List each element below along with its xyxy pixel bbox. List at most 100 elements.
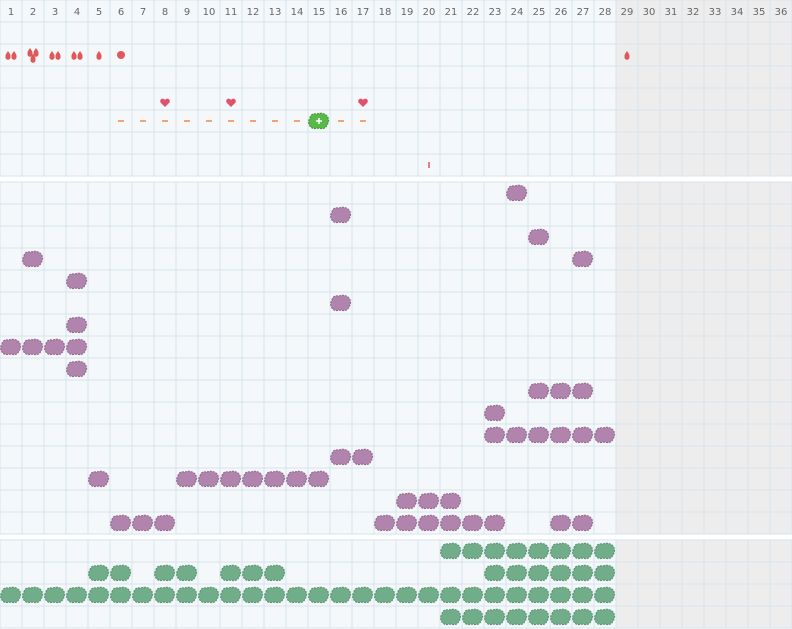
drop <box>71 51 77 60</box>
column-label: 16 <box>335 7 348 18</box>
drop <box>5 51 11 60</box>
column-label: 19 <box>401 7 414 18</box>
purple-cell <box>484 404 506 422</box>
column-label: 35 <box>753 7 766 18</box>
green-cell <box>594 608 616 626</box>
purple-cell <box>396 514 418 532</box>
green-cell <box>484 542 506 560</box>
purple-cell <box>176 470 198 488</box>
purple-cell <box>66 360 88 378</box>
green-cell <box>242 564 264 582</box>
column-label: 5 <box>96 7 102 18</box>
green-cell <box>88 586 110 604</box>
purple-cell <box>550 382 572 400</box>
column-label: 32 <box>687 7 700 18</box>
heart <box>160 98 170 107</box>
purple-cell <box>506 184 528 202</box>
purple-cell <box>528 426 550 444</box>
purple-cell <box>396 492 418 510</box>
column-label: 7 <box>140 7 146 18</box>
column-label: 21 <box>445 7 458 18</box>
purple-cell <box>594 426 616 444</box>
green-cell <box>154 586 176 604</box>
purple-cell <box>242 470 264 488</box>
shaded-column <box>616 0 638 22</box>
green-cell <box>220 586 242 604</box>
column-label: 25 <box>533 7 546 18</box>
green-cell <box>572 608 594 626</box>
green-cell <box>462 608 484 626</box>
purple-cell <box>572 250 594 268</box>
green-cell <box>572 542 594 560</box>
purple-cell <box>330 448 352 466</box>
green-cell <box>550 564 572 582</box>
purple-cell <box>330 206 352 224</box>
column-label: 15 <box>313 7 326 18</box>
shaded-column <box>660 22 682 176</box>
green-cell <box>484 564 506 582</box>
column-label: 28 <box>599 7 612 18</box>
green-cell <box>242 586 264 604</box>
purple-cell <box>528 382 550 400</box>
green-cell <box>506 608 528 626</box>
column-label: 11 <box>225 7 238 18</box>
shaded-column <box>638 0 660 22</box>
purple-cell <box>44 338 66 356</box>
green-cell <box>418 586 440 604</box>
column-label: 9 <box>184 7 190 18</box>
green-cell <box>594 586 616 604</box>
purple-cell <box>66 272 88 290</box>
column-label: 22 <box>467 7 480 18</box>
shaded-column <box>704 22 726 176</box>
green-cell <box>594 542 616 560</box>
drop <box>27 48 33 57</box>
drop <box>30 54 36 63</box>
purple-cell <box>572 382 594 400</box>
column-label: 34 <box>731 7 744 18</box>
purple-cell <box>572 514 594 532</box>
drop <box>33 48 39 57</box>
purple-cell <box>110 514 132 532</box>
purple-cell <box>550 514 572 532</box>
green-cell <box>462 586 484 604</box>
purple-cell <box>308 470 330 488</box>
column-label: 27 <box>577 7 590 18</box>
green-cell <box>506 586 528 604</box>
purple-cell <box>220 470 242 488</box>
green-cell <box>88 564 110 582</box>
green-cell <box>572 564 594 582</box>
green-cell <box>286 586 308 604</box>
column-label: 10 <box>203 7 216 18</box>
green-cell <box>264 564 286 582</box>
green-cell <box>484 586 506 604</box>
plus-icon <box>316 118 322 124</box>
purple-cell <box>418 514 440 532</box>
green-cell <box>528 564 550 582</box>
purple-cell <box>352 448 374 466</box>
purple-cell <box>0 338 22 356</box>
purple-cell <box>484 514 506 532</box>
green-cell <box>110 564 132 582</box>
green-cell <box>506 542 528 560</box>
column-label: 3 <box>52 7 58 18</box>
purple-cell <box>418 492 440 510</box>
green-cell <box>110 586 132 604</box>
column-label: 17 <box>357 7 370 18</box>
purple-cell <box>440 492 462 510</box>
shaded-column <box>726 0 748 22</box>
green-cell <box>594 564 616 582</box>
green-cell <box>462 542 484 560</box>
column-label: 18 <box>379 7 392 18</box>
column-label: 4 <box>74 7 80 18</box>
green-cell <box>176 564 198 582</box>
column-label: 23 <box>489 7 502 18</box>
green-cell <box>66 586 88 604</box>
purple-cell <box>22 250 44 268</box>
shaded-column <box>748 22 770 176</box>
drop <box>96 51 102 60</box>
purple-cell <box>506 426 528 444</box>
green-cell <box>308 586 330 604</box>
column-label: 24 <box>511 7 524 18</box>
green-cell <box>484 608 506 626</box>
